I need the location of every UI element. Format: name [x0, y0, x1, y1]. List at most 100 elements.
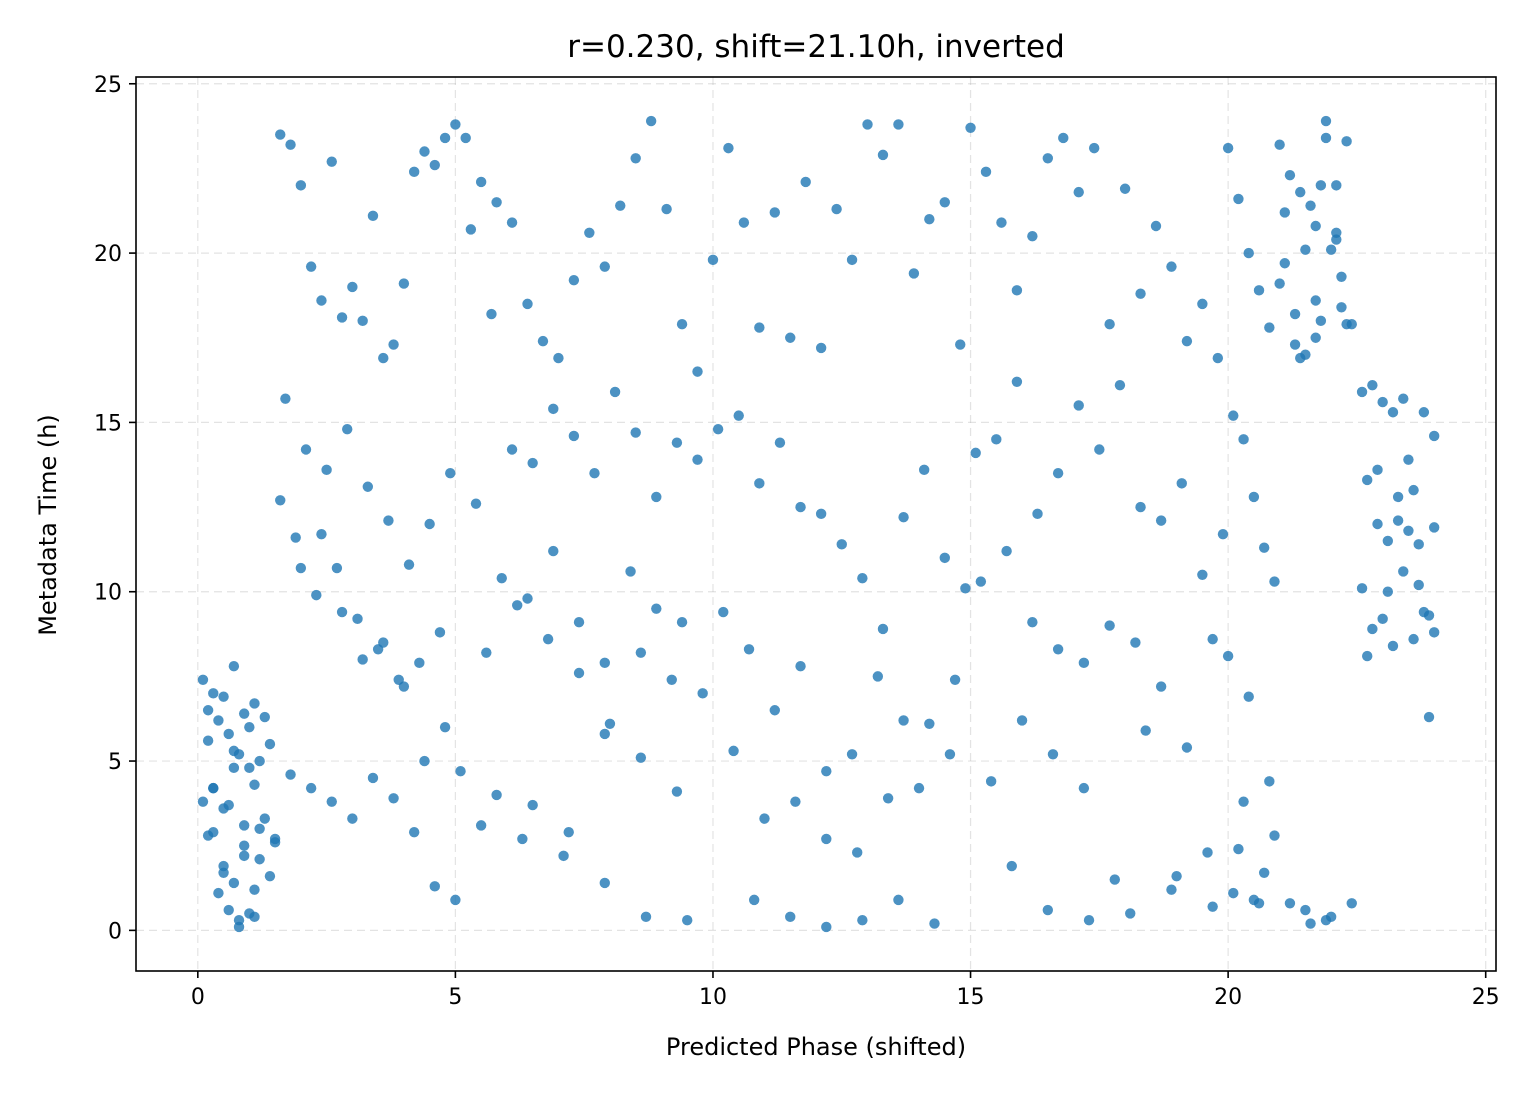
data-point: [321, 464, 332, 476]
data-point: [527, 799, 538, 811]
data-point: [599, 728, 610, 740]
data-point: [821, 766, 832, 777]
data-point: [1289, 308, 1301, 320]
data-point: [1047, 749, 1059, 760]
data-point: [378, 637, 389, 648]
data-point: [563, 826, 574, 838]
data-point: [254, 823, 265, 834]
data-point: [1331, 227, 1342, 238]
data-point: [836, 539, 847, 550]
data-point: [285, 139, 296, 150]
data-point: [238, 850, 250, 862]
data-point: [238, 708, 250, 719]
data-point: [275, 495, 286, 506]
x-tick-label: 0: [191, 985, 205, 1010]
data-point: [475, 820, 487, 831]
data-point: [450, 894, 461, 906]
data-point: [573, 617, 585, 628]
data-point: [542, 633, 554, 645]
data-point: [949, 674, 961, 685]
data-point: [1367, 379, 1378, 391]
data-point: [1248, 491, 1260, 503]
data-point: [1238, 434, 1249, 445]
data-point: [640, 911, 652, 923]
data-point: [985, 776, 997, 787]
data-point: [1155, 515, 1167, 526]
data-point: [975, 576, 987, 587]
data-point: [1052, 468, 1064, 479]
data-point: [336, 606, 348, 618]
data-point: [1382, 586, 1394, 597]
data-point: [1336, 302, 1347, 313]
data-point: [1377, 396, 1388, 408]
data-point: [1403, 454, 1414, 465]
data-point: [872, 671, 884, 682]
data-point: [1135, 288, 1146, 299]
data-point: [249, 779, 260, 790]
data-point: [568, 274, 580, 286]
y-tick-label: 5: [108, 750, 122, 775]
data-point: [496, 572, 507, 584]
data-point: [218, 691, 229, 702]
data-point: [1403, 525, 1414, 536]
data-point: [1284, 170, 1296, 181]
chart-title: r=0.230, shift=21.10h, inverted: [567, 29, 1065, 65]
data-point: [1233, 193, 1244, 205]
data-point: [857, 915, 868, 926]
data-point: [1310, 220, 1321, 232]
data-point: [754, 322, 765, 333]
data-point: [1171, 870, 1182, 882]
data-point: [290, 532, 301, 543]
data-point: [1428, 627, 1440, 638]
x-tick-label: 25: [1472, 985, 1500, 1010]
data-point: [1217, 528, 1229, 540]
data-point: [815, 508, 827, 520]
data-point: [1016, 715, 1028, 726]
data-point: [1228, 410, 1239, 421]
data-point: [599, 657, 610, 669]
data-point: [635, 647, 647, 658]
data-point: [1428, 430, 1440, 442]
data-point: [1243, 247, 1254, 259]
data-point: [475, 176, 487, 188]
data-point: [1258, 542, 1270, 553]
data-point: [342, 423, 353, 435]
data-point: [388, 793, 399, 804]
data-point: [599, 261, 610, 272]
data-point: [589, 468, 600, 479]
data-point: [223, 728, 234, 740]
data-point: [403, 559, 415, 570]
data-point: [960, 583, 971, 594]
data-point: [197, 674, 209, 685]
data-point: [316, 528, 327, 540]
data-point: [1176, 478, 1187, 489]
data-point: [553, 352, 564, 364]
data-point: [1155, 681, 1167, 692]
data-point: [1284, 898, 1296, 909]
data-point: [795, 501, 806, 513]
x-tick-label: 15: [957, 985, 985, 1010]
data-point: [1073, 186, 1084, 198]
data-point: [821, 833, 832, 845]
data-point: [857, 572, 868, 584]
data-point: [1320, 915, 1332, 926]
data-point: [1274, 139, 1285, 150]
data-point: [1001, 545, 1012, 557]
data-point: [661, 203, 672, 215]
data-point: [852, 847, 863, 858]
data-point: [785, 911, 796, 923]
data-point: [918, 464, 930, 476]
data-point: [584, 227, 595, 238]
data-point: [1073, 400, 1084, 411]
data-point: [1253, 285, 1265, 296]
data-point: [939, 197, 950, 208]
data-point: [408, 166, 420, 178]
data-point: [1052, 644, 1064, 655]
data-point: [275, 129, 286, 140]
data-point: [1418, 407, 1430, 418]
data-point: [1202, 847, 1213, 858]
data-point: [625, 566, 636, 577]
data-point: [512, 600, 523, 611]
data-point: [228, 661, 240, 672]
